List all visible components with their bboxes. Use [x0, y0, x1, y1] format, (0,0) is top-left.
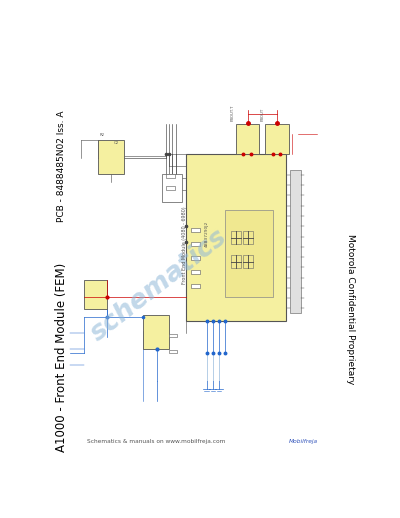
Text: 48B37290J2: 48B37290J2	[204, 221, 208, 247]
Text: Mobilfreja: Mobilfreja	[289, 439, 318, 444]
Text: PBOUT.T: PBOUT.T	[231, 105, 235, 121]
Text: Front End Module (4080 - 6980): Front End Module (4080 - 6980)	[182, 207, 187, 284]
Text: Motorola Confidential Proprietary: Motorola Confidential Proprietary	[346, 234, 354, 385]
Bar	[166, 186, 175, 190]
Bar	[166, 174, 175, 178]
Bar	[290, 170, 301, 313]
Bar	[143, 315, 169, 349]
Text: schematics: schematics	[85, 224, 232, 347]
Bar	[191, 228, 200, 232]
Bar	[169, 350, 177, 353]
Bar	[231, 255, 241, 268]
Bar	[84, 280, 107, 309]
Bar	[191, 255, 200, 260]
Bar	[162, 174, 182, 202]
Bar	[244, 255, 253, 268]
Bar	[244, 231, 253, 244]
Bar	[191, 269, 200, 274]
Text: PBOUT: PBOUT	[260, 108, 264, 121]
Text: PCB - 8488485N02 Iss. A: PCB - 8488485N02 Iss. A	[57, 110, 66, 222]
Bar	[225, 210, 273, 297]
Text: A1000 - Front End Module (FEM): A1000 - Front End Module (FEM)	[55, 263, 68, 452]
Bar	[236, 124, 259, 154]
Bar	[186, 154, 286, 321]
Bar	[231, 231, 241, 244]
Bar	[169, 334, 177, 337]
Bar	[191, 283, 200, 287]
Text: C2: C2	[114, 141, 120, 145]
Bar	[191, 241, 200, 246]
Bar	[98, 140, 124, 174]
Text: Schematics & manuals on www.mobilfreja.com: Schematics & manuals on www.mobilfreja.c…	[87, 439, 226, 444]
Bar	[266, 124, 289, 154]
Text: R2: R2	[100, 133, 105, 137]
